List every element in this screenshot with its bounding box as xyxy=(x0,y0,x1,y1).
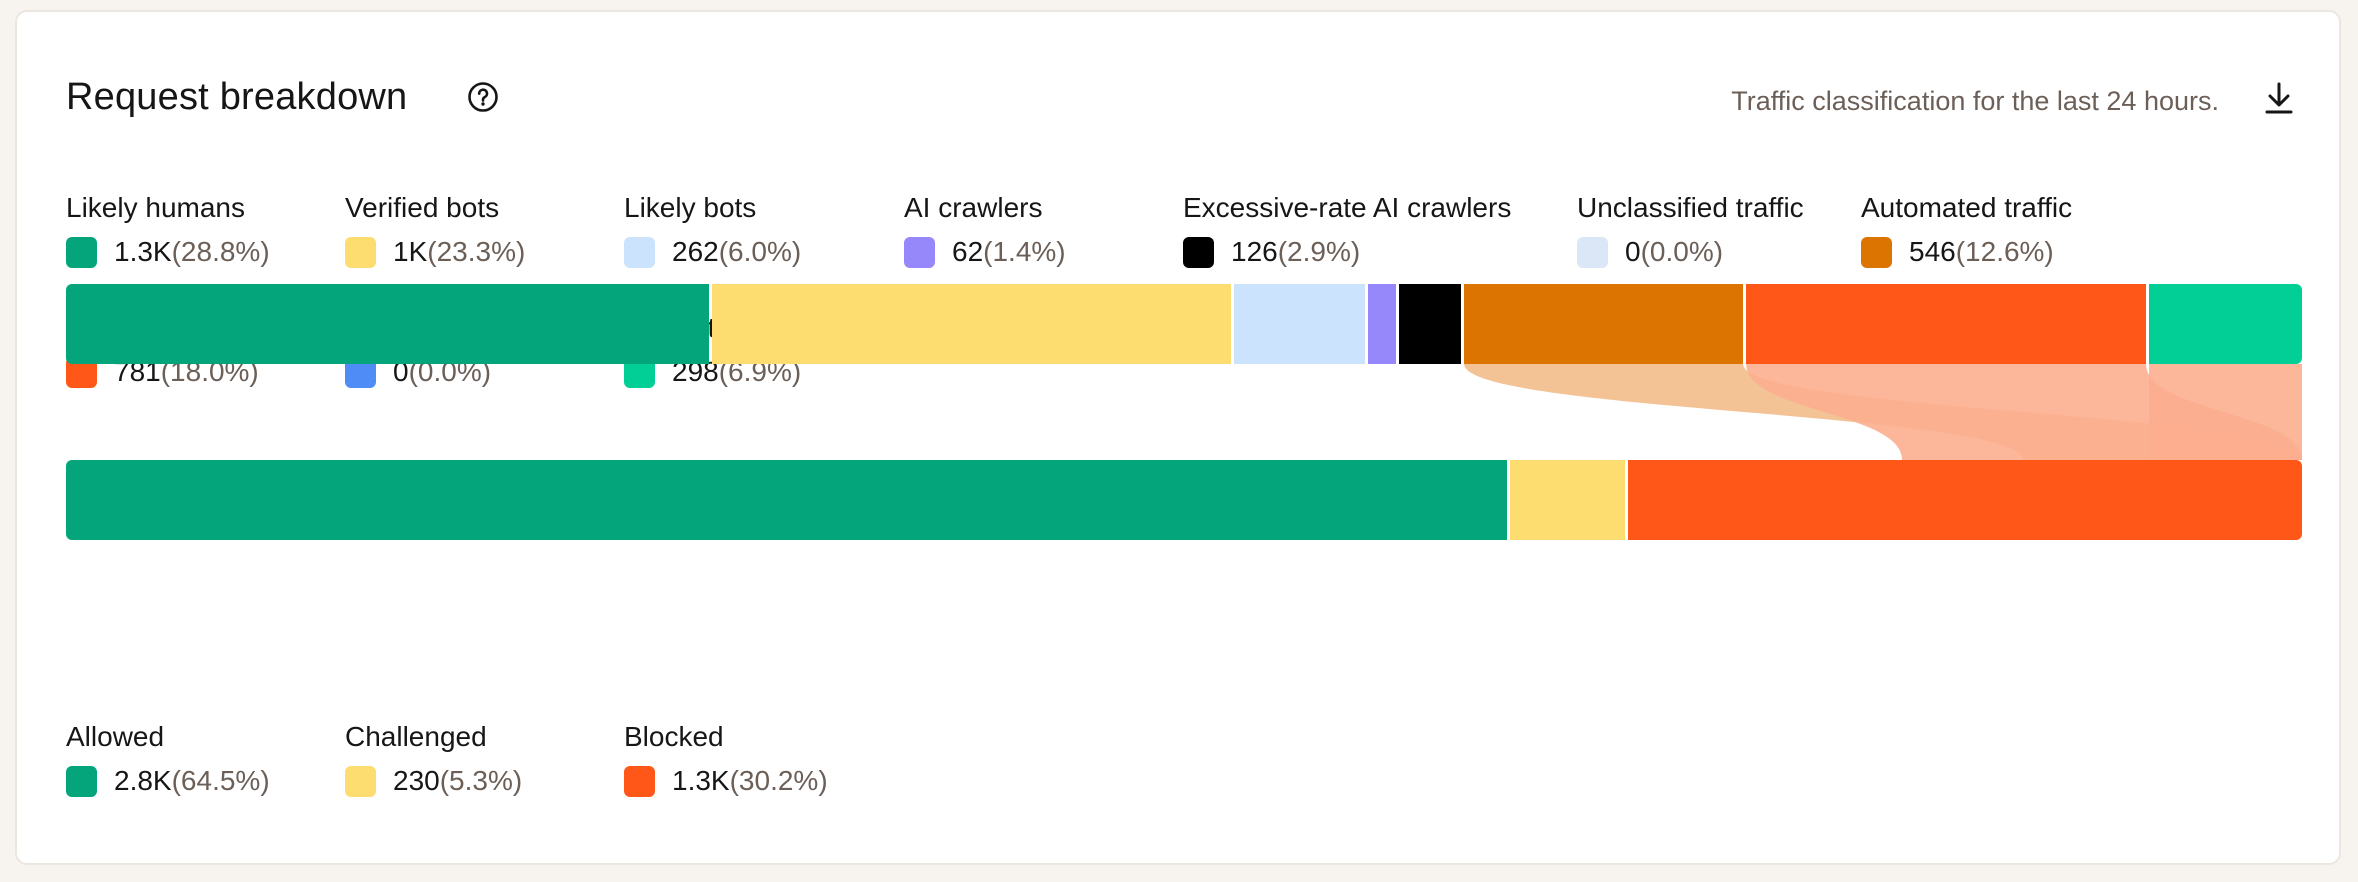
outcome-segment-blocked[interactable] xyxy=(1628,460,2302,540)
category-segment-automated-traffic[interactable] xyxy=(1464,284,1744,364)
legend-percent: (6.0%) xyxy=(718,236,802,267)
legend-value: 2.8K (64.5%) xyxy=(66,765,270,797)
legend-count: 62 xyxy=(952,236,984,267)
legend-percent: (2.9%) xyxy=(1277,236,1361,267)
legend-swatch xyxy=(1577,236,1608,268)
legend-percent: (30.2%) xyxy=(729,765,828,796)
legend-label: Excessive-rate AI crawlers xyxy=(1183,192,1512,223)
legend-percent: (5.3%) xyxy=(439,765,523,796)
legend-count: 0 xyxy=(1625,236,1641,267)
legend-count: 230 xyxy=(393,765,440,796)
legend-swatch xyxy=(624,236,655,268)
legend-label: Challenged xyxy=(345,721,487,752)
legend-label: Automated traffic xyxy=(1861,192,2073,223)
category-segment-likely-humans[interactable] xyxy=(66,284,710,364)
category-segment-verified-bots[interactable] xyxy=(712,284,1231,364)
legend-value: 0 (0.0%) xyxy=(1577,236,1804,268)
legend-item-ai-crawlers[interactable]: AI crawlers 62 (1.4%) xyxy=(904,192,1066,268)
legend-item-likely-bots[interactable]: Likely bots 262 (6.0%) xyxy=(624,192,801,268)
legend-item-allowed[interactable]: Allowed 2.8K (64.5%) xyxy=(66,721,270,797)
category-segment-malicious-traffic[interactable] xyxy=(1746,284,2147,364)
legend-count: 1.3K xyxy=(114,236,172,267)
legend-swatch xyxy=(345,765,376,797)
flow-connectors xyxy=(1464,364,2302,460)
legend-swatch xyxy=(904,236,935,268)
legend-count: 126 xyxy=(1231,236,1278,267)
legend-item-excessive-rate-ai-crawlers[interactable]: Excessive-rate AI crawlers 126 (2.9%) xyxy=(1183,192,1511,268)
legend-swatch xyxy=(66,765,97,797)
request-breakdown-card: Request breakdown Traffic classification… xyxy=(15,10,2341,865)
category-segment-excessive-rate-ai-crawlers[interactable] xyxy=(1399,284,1462,364)
legend-item-verified-bots[interactable]: Verified bots 1K (23.3%) xyxy=(345,192,525,268)
legend-count: 1.3K xyxy=(672,765,730,796)
legend-label: Blocked xyxy=(624,721,724,752)
legend-count: 262 xyxy=(672,236,719,267)
outcome-bar xyxy=(66,460,2302,540)
legend-count: 2.8K xyxy=(114,765,172,796)
legend-count: 1K xyxy=(393,236,428,267)
legend-percent: (28.8%) xyxy=(171,236,270,267)
legend-label: Likely humans xyxy=(66,192,245,223)
legend-value: 62 (1.4%) xyxy=(904,236,1066,268)
card-title: Request breakdown xyxy=(66,76,408,118)
legend-percent: (0.0%) xyxy=(1640,236,1724,267)
legend-value: 262 (6.0%) xyxy=(624,236,801,268)
legend-percent: (23.3%) xyxy=(427,236,526,267)
legend-label: Likely bots xyxy=(624,192,757,223)
legend-value: 1K (23.3%) xyxy=(345,236,525,268)
legend-percent: (64.5%) xyxy=(171,765,270,796)
legend-label: Verified bots xyxy=(345,192,500,223)
legend-item-unclassified-traffic[interactable]: Unclassified traffic 0 (0.0%) xyxy=(1577,192,1804,268)
download-icon[interactable] xyxy=(2261,79,2297,119)
legend-value: 1.3K (28.8%) xyxy=(66,236,270,268)
legend-swatch xyxy=(1861,236,1892,268)
legend-value: 1.3K (30.2%) xyxy=(624,765,828,797)
category-segment-likely-bots[interactable] xyxy=(1233,284,1365,364)
legend-swatch xyxy=(66,236,97,268)
legend-item-challenged[interactable]: Challenged 230 (5.3%) xyxy=(345,721,522,797)
legend-swatch xyxy=(345,236,376,268)
legend-count: 546 xyxy=(1909,236,1956,267)
legend-value: 546 (12.6%) xyxy=(1861,236,2072,268)
legend-label: Allowed xyxy=(66,721,165,752)
legend-swatch xyxy=(624,765,655,797)
outcome-segment-allowed[interactable] xyxy=(66,460,1507,540)
outcome-segment-challenged[interactable] xyxy=(1509,460,1626,540)
legend-item-automated-traffic[interactable]: Automated traffic 546 (12.6%) xyxy=(1861,192,2072,268)
category-segment-wp-automations[interactable] xyxy=(2149,284,2302,364)
legend-label: Unclassified traffic xyxy=(1577,192,1804,223)
legend-item-blocked[interactable]: Blocked 1.3K (30.2%) xyxy=(624,721,828,797)
legend-swatch xyxy=(1183,236,1214,268)
question-circle-icon[interactable] xyxy=(467,81,499,113)
legend-value: 230 (5.3%) xyxy=(345,765,522,797)
legend-percent: (12.6%) xyxy=(1955,236,2054,267)
legend-percent: (1.4%) xyxy=(983,236,1066,267)
legend-item-likely-humans[interactable]: Likely humans 1.3K (28.8%) xyxy=(66,192,270,268)
category-segment-ai-crawlers[interactable] xyxy=(1367,284,1397,364)
time-range-subtitle: Traffic classification for the last 24 h… xyxy=(1731,86,2219,116)
legend-value: 126 (2.9%) xyxy=(1183,236,1511,268)
flow-connector xyxy=(2149,364,2302,460)
category-bar xyxy=(66,284,2302,364)
legend-label: AI crawlers xyxy=(904,192,1043,223)
